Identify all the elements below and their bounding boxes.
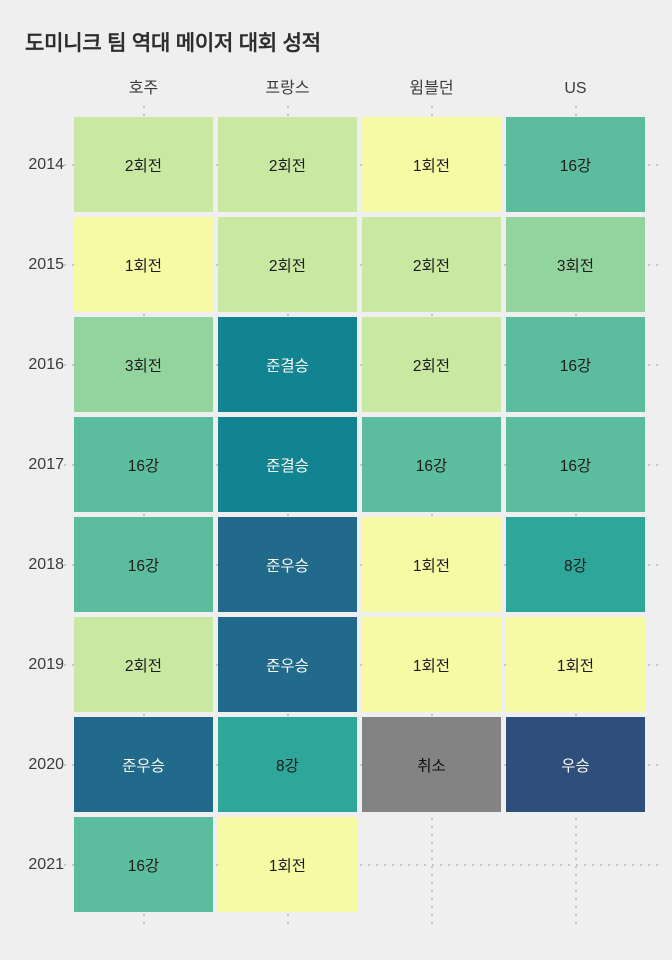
heatmap-cell: 준우승: [218, 617, 357, 712]
row-label-2021: 2021: [28, 855, 64, 873]
column-header-4: US: [564, 80, 587, 97]
heatmap-cell: 3회전: [74, 317, 213, 412]
row-label-2016: 2016: [28, 355, 64, 373]
column-header-1: 호주: [128, 80, 159, 97]
row-label-2014: 2014: [28, 155, 64, 173]
heatmap-cell: 우승: [506, 717, 645, 812]
heatmap-cell: 8강: [506, 517, 645, 612]
heatmap-cell: 취소: [362, 717, 501, 812]
heatmap-cell: 16강: [362, 417, 501, 512]
heatmap-cell: 2회전: [218, 117, 357, 212]
heatmap-cell: 8강: [218, 717, 357, 812]
heatmap-cell: 2회전: [362, 317, 501, 412]
heatmap-cell: 1회전: [74, 217, 213, 312]
heatmap-cell: 16강: [506, 417, 645, 512]
heatmap-cell: 1회전: [362, 517, 501, 612]
row-label-2015: 2015: [28, 255, 64, 273]
heatmap-cell: 준결승: [218, 317, 357, 412]
heatmap-cell: 1회전: [362, 617, 501, 712]
heatmap-cell: 2회전: [74, 617, 213, 712]
heatmap-cell: 준우승: [74, 717, 213, 812]
heatmap-cell: 16강: [74, 417, 213, 512]
row-label-2019: 2019: [28, 655, 64, 673]
heatmap-cell: 준결승: [218, 417, 357, 512]
chart-title: 도미니크 팀 역대 메이저 대회 성적: [25, 32, 321, 55]
row-label-2018: 2018: [28, 555, 64, 573]
heatmap-cell: 2회전: [218, 217, 357, 312]
row-label-2020: 2020: [28, 755, 64, 773]
heatmap-cell: 16강: [74, 817, 213, 912]
heatmap-cell: 1회전: [506, 617, 645, 712]
heatmap-cell: 16강: [506, 117, 645, 212]
heatmap-cell: 2회전: [74, 117, 213, 212]
heatmap-cell: 3회전: [506, 217, 645, 312]
heatmap-cell: 16강: [506, 317, 645, 412]
heatmap-cell: 16강: [74, 517, 213, 612]
heatmap-cell: 1회전: [362, 117, 501, 212]
heatmap-cell: 1회전: [218, 817, 357, 912]
column-header-2: 프랑스: [265, 80, 310, 97]
row-label-2017: 2017: [28, 455, 64, 473]
heatmap-cell: 2회전: [362, 217, 501, 312]
heatmap-cell: 준우승: [218, 517, 357, 612]
column-header-3: 윔블던: [409, 80, 454, 97]
